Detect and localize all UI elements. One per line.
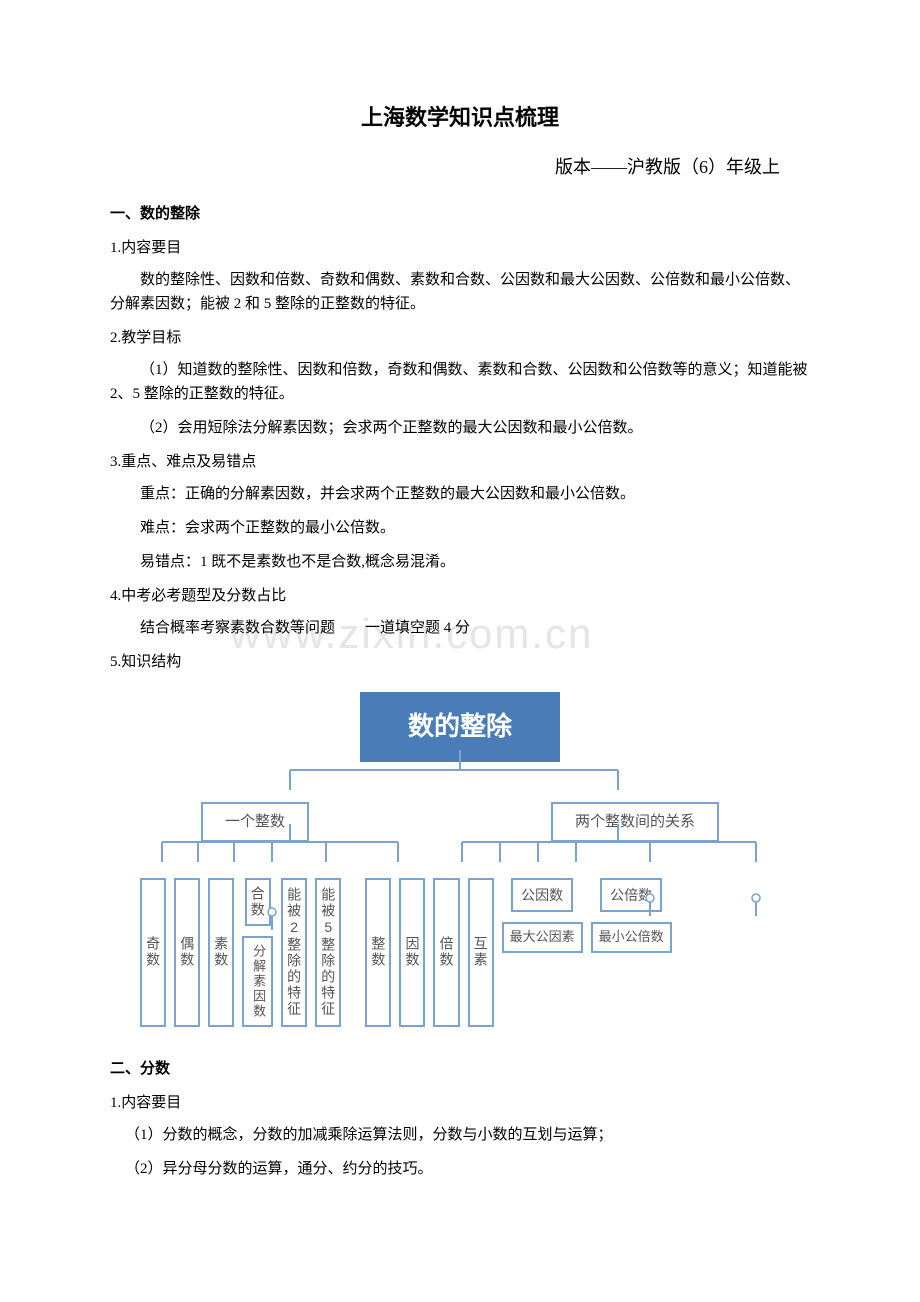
leaf-div5: 能被5整除的特征 [315,878,341,1027]
leaf-lcm: 最小公倍数 [591,922,672,953]
page-subtitle: 版本——沪教版（6）年级上 [110,153,810,182]
leaf-multiple: 倍数 [433,878,459,1027]
leaf-even: 偶数 [174,878,200,1027]
leaf-factor: 因数 [399,878,425,1027]
sec1-item3-p2: 难点：会求两个正整数的最小公倍数。 [110,516,810,540]
sec1-item5-head: 5.知识结构 [110,650,810,674]
page-title: 上海数学知识点梳理 [110,100,810,135]
knowledge-tree-diagram: 数的整除 一个整数 两个整数间的关系 奇数 偶数 素数 合数 分解素因数 能被2… [140,692,780,1027]
sec2-item1-p2: （2）异分母分数的运算，通分、约分的技巧。 [110,1157,810,1181]
leaf-div2: 能被2整除的特征 [281,878,307,1027]
leaf-integer: 整数 [365,878,391,1027]
tree-l2-right: 两个整数间的关系 [551,802,719,842]
tree-root: 数的整除 [360,692,560,762]
sec1-item2-head: 2.教学目标 [110,326,810,350]
sec1-item2-p1: （1）知道数的整除性、因数和倍数，奇数和偶数、素数和合数、公因数和公倍数等的意义… [110,358,810,406]
leaf-gcf: 最大公因素 [502,922,583,953]
leaf-coprime: 互素 [468,878,494,1027]
leaf-common-factor: 公因数 [511,878,573,912]
sec2-item1-head: 1.内容要目 [110,1091,810,1115]
sec1-item3-p3: 易错点：1 既不是素数也不是合数,概念易混淆。 [110,550,810,574]
tree-left-leaves: 奇数 偶数 素数 合数 分解素因数 能被2整除的特征 能被5整除的特征 [140,878,341,1027]
leaf-odd: 奇数 [140,878,166,1027]
leaf-prime: 素数 [208,878,234,1027]
sec1-item2-p2: （2）会用短除法分解素因数；会求两个正整数的最大公因数和最小公倍数。 [110,416,810,440]
sec1-item3-head: 3.重点、难点及易错点 [110,450,810,474]
sec1-item3-p1: 重点：正确的分解素因数，并会求两个正整数的最大公因数和最小公倍数。 [110,482,810,506]
leaf-common-multiple: 公倍数 [600,878,662,912]
leaf-factorize: 分解素因数 [242,936,273,1027]
sec1-item1-head: 1.内容要目 [110,236,810,260]
sec1-item4-p1: 结合概率考察素数合数等问题 一道填空题 4 分 [110,616,810,640]
sec2-item1-p1: （1）分数的概念，分数的加减乘除运算法则，分数与小数的互划与运算； [110,1123,810,1147]
section2-head: 二、分数 [110,1057,810,1081]
tree-l2-left: 一个整数 [201,802,309,842]
tree-right-leaves: 整数 因数 倍数 互素 公因数 最大公因素 公倍数 最小公倍数 [365,878,671,1027]
sec1-item1-p1: 数的整除性、因数和倍数、奇数和偶数、素数和合数、公因数和最大公因数、公倍数和最小… [110,268,810,316]
section1-head: 一、数的整除 [110,202,810,226]
leaf-composite: 合数 [245,878,271,926]
